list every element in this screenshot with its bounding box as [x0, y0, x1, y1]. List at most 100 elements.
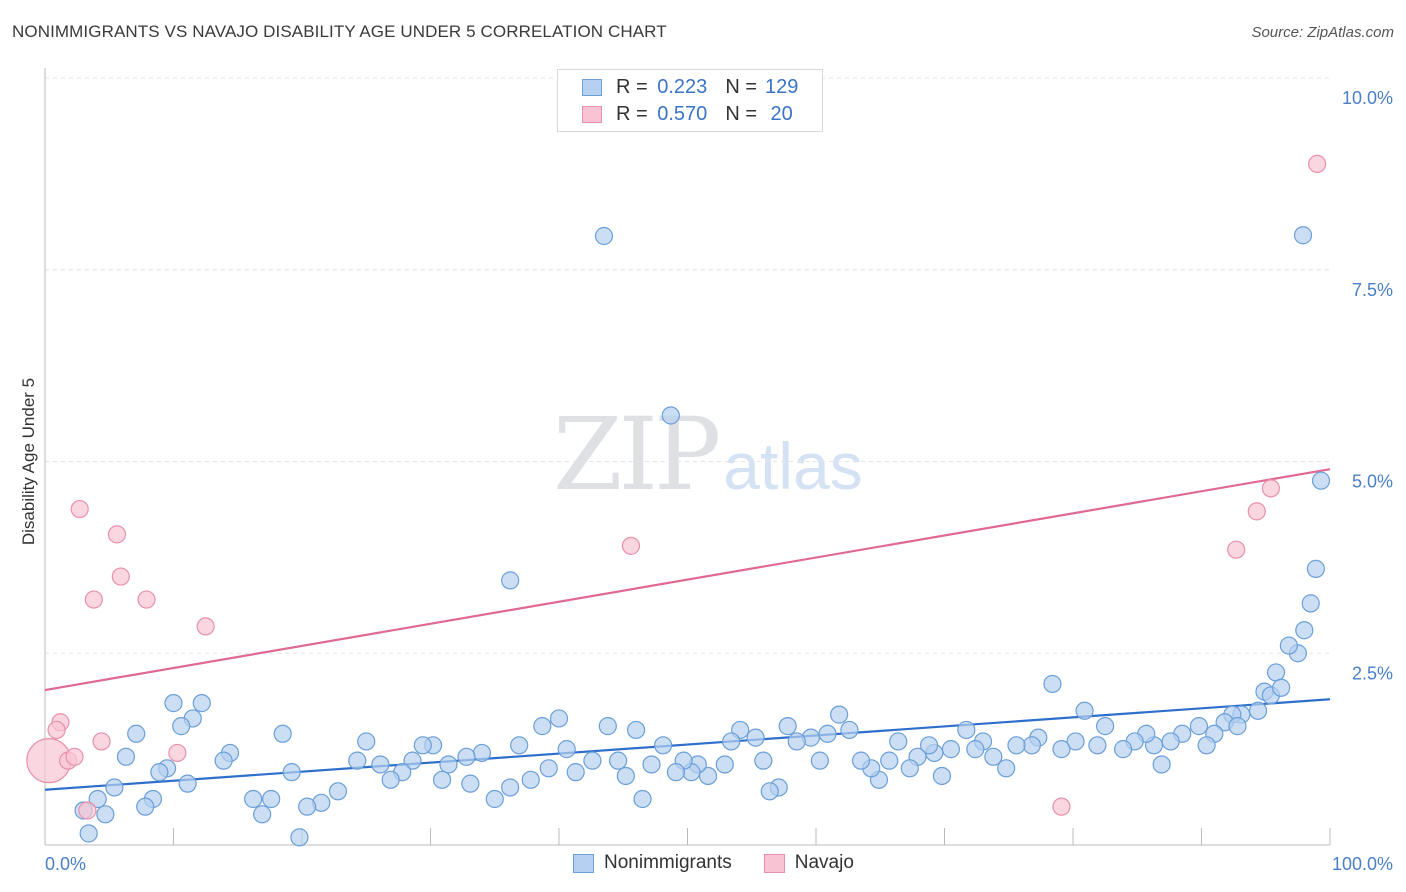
nonimmigrants-point	[566, 763, 585, 782]
y-tick-label: 5.0%	[1352, 472, 1393, 492]
stats-legend: R = 0.223 N = 129 R = 0.570 N = 20	[557, 69, 823, 132]
nonimmigrants-point	[549, 709, 569, 728]
y-axis-label: Disability Age Under 5	[19, 378, 38, 545]
r-value: 0.223	[657, 75, 708, 98]
nonimmigrants-point	[127, 724, 146, 743]
tick-labels: 2.5% 5.0% 7.5% 10.0% 0.0% 100.0% Disability Ag…	[19, 88, 1393, 874]
nonimmigrants-point	[754, 751, 773, 770]
series-nonimmigrants	[74, 226, 1331, 847]
nonimmigrants-point	[472, 743, 491, 763]
nonimmigrants-point	[273, 724, 292, 743]
nonimmigrants-point	[485, 789, 504, 809]
nonimmigrants-point	[1161, 732, 1180, 751]
gridlines	[45, 77, 1330, 654]
nonimmigrants-point	[1248, 701, 1268, 720]
nonimmigrants-point	[96, 805, 115, 824]
navajo-point	[196, 617, 215, 636]
nonimmigrants-point	[501, 778, 520, 797]
nonimmigrants-point	[810, 751, 829, 770]
nonimmigrants-point	[262, 789, 281, 809]
nonimmigrants-point	[666, 763, 686, 782]
stats-row-nonimmigrants: R = 0.223 N = 129	[582, 75, 798, 99]
nonimmigrants-point	[598, 717, 617, 736]
nonimmigrants-point	[298, 797, 317, 816]
trend-lines	[44, 468, 1331, 791]
n-label: N =	[725, 102, 757, 125]
watermark-atlas: atlas	[723, 429, 863, 503]
legend-item-nonimmigrants: Nonimmigrants	[573, 852, 732, 874]
nonimmigrants-point	[642, 755, 661, 774]
navajo-point	[65, 747, 84, 766]
nonimmigrants-point	[840, 720, 859, 740]
nonimmigrants-point	[403, 751, 422, 770]
nonimmigrants-point	[1306, 559, 1325, 578]
x-tick-label: 100.0%	[1332, 854, 1393, 874]
nonimmigrants-point	[178, 774, 197, 793]
nonimmigrants-point	[900, 759, 919, 778]
nonimmigrants-point	[164, 694, 183, 713]
nonimmigrants-point	[150, 763, 169, 782]
navajo-point	[168, 743, 187, 763]
navajo-point	[137, 590, 156, 609]
nonimmigrants-point	[609, 751, 628, 770]
nonimmigrants-swatch	[582, 78, 602, 96]
nonimmigrants-point	[653, 736, 673, 755]
nonimmigrants-point	[136, 797, 155, 816]
chart-title: NONIMMIGRANTS VS NAVAJO DISABILITY AGE U…	[12, 22, 667, 41]
legend-label-navajo: Navajo	[794, 852, 854, 873]
nonimmigrants-point	[533, 717, 552, 736]
nonimmigrants-point	[88, 789, 107, 809]
nonimmigrants-point	[357, 732, 376, 751]
navajo-point	[70, 499, 89, 519]
nonimmigrants-point	[1088, 736, 1107, 755]
nonimmigrants-point	[851, 751, 871, 770]
axes	[44, 68, 1331, 846]
navajo-point	[47, 720, 66, 740]
nonimmigrants-point	[1114, 740, 1133, 759]
nonimmigrants-point	[244, 789, 263, 809]
nonimmigrants-point	[1052, 740, 1071, 759]
navajo-point	[1247, 502, 1266, 521]
nonimmigrants-point	[1272, 678, 1291, 697]
series-legend: Nonimmigrants Navajo	[573, 852, 886, 874]
navajo-point	[78, 801, 97, 820]
nonimmigrants-point	[413, 736, 432, 755]
nonimmigrants-point	[818, 724, 837, 743]
nonimmigrants-point	[172, 717, 191, 736]
nonimmigrants-point	[1007, 736, 1026, 755]
stats-row-navajo: R = 0.570 N = 20	[582, 102, 793, 126]
r-label: R =	[616, 75, 648, 98]
nonimmigrants-point	[290, 828, 309, 847]
nonimmigrants-point	[626, 720, 646, 740]
nonimmigrants-point	[594, 226, 614, 246]
nonimmigrants-point	[1266, 663, 1286, 682]
x-tick-label: 0.0%	[45, 854, 86, 874]
navajo-point	[111, 567, 130, 586]
navajo-trend-line	[44, 468, 1331, 692]
nonimmigrants-point	[1228, 717, 1247, 736]
legend-item-navajo: Navajo	[763, 852, 854, 874]
nonimmigrants-point	[1293, 226, 1313, 245]
navajo-legend-swatch	[763, 853, 785, 873]
navajo-point	[84, 590, 103, 609]
nonimmigrants-point	[778, 717, 797, 736]
nonimmigrants-point	[1152, 755, 1171, 774]
nonimmigrants-point	[557, 740, 576, 759]
watermark-zip: ZIP	[553, 396, 721, 513]
nonimmigrants-point	[457, 747, 476, 766]
nonimmigrants-point	[348, 751, 367, 770]
nonimmigrants-point	[661, 406, 680, 425]
nonimmigrants-point	[192, 694, 211, 713]
nonimmigrants-point	[919, 736, 939, 755]
nonimmigrants-point	[1301, 594, 1320, 613]
watermark: ZIPatlas	[553, 396, 863, 513]
nonimmigrants-point	[722, 732, 741, 751]
nonimmigrants-point	[521, 770, 540, 789]
nonimmigrants-point	[214, 751, 233, 770]
nonimmigrants-point	[253, 805, 272, 824]
nonimmigrants-point	[760, 782, 779, 801]
navajo-point	[1227, 540, 1246, 559]
nonimmigrants-point	[282, 763, 301, 782]
nonimmigrants-point	[1066, 732, 1085, 751]
